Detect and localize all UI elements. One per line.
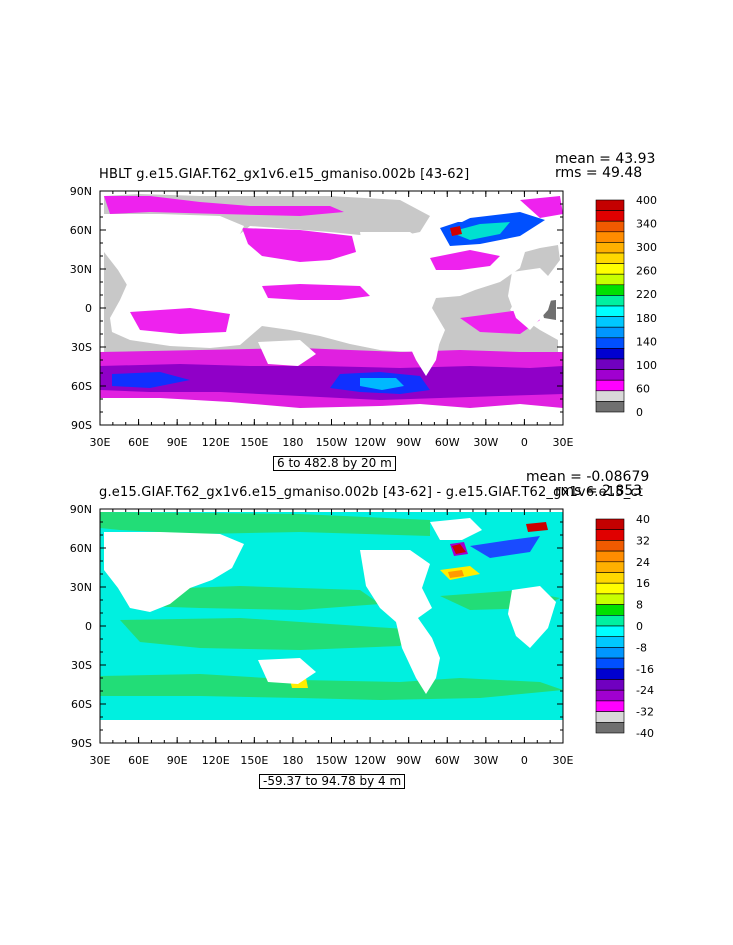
p1-colorbar-label: 180 xyxy=(636,312,657,325)
p1-ytick-label: 60S xyxy=(71,380,92,393)
p1-xtick-label: 120W xyxy=(354,436,386,449)
panel1-plot-area xyxy=(99,190,564,426)
p1-colorbar-swatch xyxy=(595,401,625,413)
panel1-patch-arctic xyxy=(104,196,344,216)
p1-colorbar-label: 0 xyxy=(636,406,643,419)
p1-xtick-label: 30E xyxy=(553,436,574,449)
p1-colorbar-swatch xyxy=(595,220,625,233)
p1-ytick-label: 30S xyxy=(71,341,92,354)
panel1-patch-tpac xyxy=(262,284,370,300)
p1-colorbar-swatch xyxy=(595,305,625,317)
p1-colorbar-swatch xyxy=(595,252,625,264)
panel2-stats: mean = -0.08679 rms = 2.853 xyxy=(526,470,649,498)
panel1-patch-natl xyxy=(430,250,500,270)
panel1-land-asia xyxy=(104,214,244,294)
p1-xtick-label: 90E xyxy=(167,436,188,449)
p1-xtick-label: 60W xyxy=(435,436,460,449)
panel1-southern-purple xyxy=(100,364,563,400)
p1-colorbar-label: 400 xyxy=(636,194,657,207)
panel2-range-box: -59.37 to 94.78 by 4 m xyxy=(259,774,406,789)
panel1-patch-io xyxy=(130,308,230,334)
p1-colorbar-label: 140 xyxy=(636,335,657,348)
panel1-patch-npac xyxy=(242,228,356,262)
p1-colorbar-label: 100 xyxy=(636,359,657,372)
p1-colorbar-label: 60 xyxy=(636,382,650,395)
p1-colorbar-swatch xyxy=(595,337,625,349)
panel1-land-americas xyxy=(360,232,440,376)
p1-colorbar-label: 340 xyxy=(636,218,657,231)
p1-colorbar-swatch xyxy=(595,379,625,392)
panel1-patch-ne-mag xyxy=(520,196,563,218)
p1-colorbar-swatch xyxy=(595,369,625,381)
p1-colorbar-swatch xyxy=(595,210,625,222)
p1-xtick-label: 0 xyxy=(521,436,528,449)
p1-xtick-label: 30W xyxy=(473,436,498,449)
p1-colorbar-swatch xyxy=(595,358,625,370)
p1-xtick-label: 150W xyxy=(316,436,348,449)
panel2-rms: rms = 2.853 xyxy=(555,483,643,499)
panel1-land-africa xyxy=(508,268,556,330)
panel1-x-axis: 30E 60E 90E 120E 150E 180 150W 120W 90W 60W 30W 0 30… xyxy=(90,191,574,449)
p1-ytick-label: 90S xyxy=(71,419,92,432)
p1-colorbar-swatch xyxy=(595,284,625,296)
panel2-mean: mean = -0.08679 xyxy=(526,469,650,485)
panel1-mean: mean = 43.93 xyxy=(555,151,656,167)
panel1-colorbar: 400 340 300 260 220 180 140 100 60 0 xyxy=(595,194,657,419)
p1-xtick-label: 150E xyxy=(240,436,268,449)
p1-ytick-label: 30N xyxy=(70,263,92,276)
panel1-southern-cyan xyxy=(360,378,404,390)
panel1-land-australia xyxy=(258,340,316,366)
panel2-title: g.e15.GIAF.T62_gx1v6.e15_gmaniso.002b [4… xyxy=(99,485,644,500)
p1-colorbar-swatch xyxy=(595,390,625,402)
p1-ytick-label: 90N xyxy=(70,185,92,198)
p1-colorbar-label: 300 xyxy=(636,241,657,254)
p1-ytick-label: 60N xyxy=(70,224,92,237)
p1-colorbar-swatch xyxy=(595,273,625,286)
panel1-y-axis: 90N 60N 30N 0 30S 60S 90S xyxy=(70,185,563,432)
p1-xtick-label: 120E xyxy=(202,436,230,449)
p1-colorbar-swatch xyxy=(595,231,625,243)
p1-colorbar-swatch xyxy=(595,326,625,339)
panel1-southern-blue2 xyxy=(112,372,190,388)
panel1-hotspot-red xyxy=(450,226,462,236)
p1-colorbar-label: 260 xyxy=(636,265,657,278)
p1-colorbar-swatch xyxy=(595,348,625,360)
p1-xtick-label: 60E xyxy=(128,436,149,449)
p1-colorbar-swatch xyxy=(595,316,625,328)
p1-xtick-label: 90W xyxy=(396,436,421,449)
p1-colorbar-swatch xyxy=(595,242,625,254)
p1-xtick-label: 180 xyxy=(282,436,303,449)
panel1-land-greenland xyxy=(430,200,482,222)
p1-colorbar-swatch xyxy=(595,263,625,275)
panel1-range-box: 6 to 482.8 by 20 m xyxy=(273,456,396,471)
p1-colorbar-label: 220 xyxy=(636,288,657,301)
p1-ytick-label: 0 xyxy=(85,302,92,315)
p1-colorbar-swatch xyxy=(595,295,625,307)
panel1-hotspot-cyan xyxy=(450,222,510,240)
panel1-rms: rms = 49.48 xyxy=(555,165,643,181)
panel1-stats: mean = 43.93 rms = 49.48 xyxy=(555,152,655,180)
panel1-title: HBLT g.e15.GIAF.T62_gx1v6.e15_gmaniso.00… xyxy=(99,167,470,182)
p1-xtick-label: 30E xyxy=(90,436,111,449)
p1-colorbar-swatch xyxy=(595,199,625,211)
